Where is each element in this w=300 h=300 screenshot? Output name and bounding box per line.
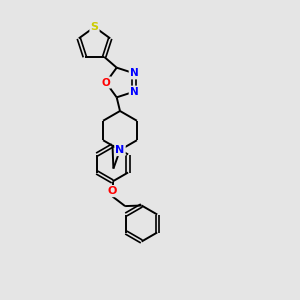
- Text: N: N: [130, 68, 139, 78]
- Text: N: N: [116, 145, 124, 155]
- Text: O: O: [108, 186, 117, 196]
- Text: N: N: [130, 87, 139, 97]
- Text: S: S: [91, 22, 98, 32]
- Text: O: O: [101, 77, 110, 88]
